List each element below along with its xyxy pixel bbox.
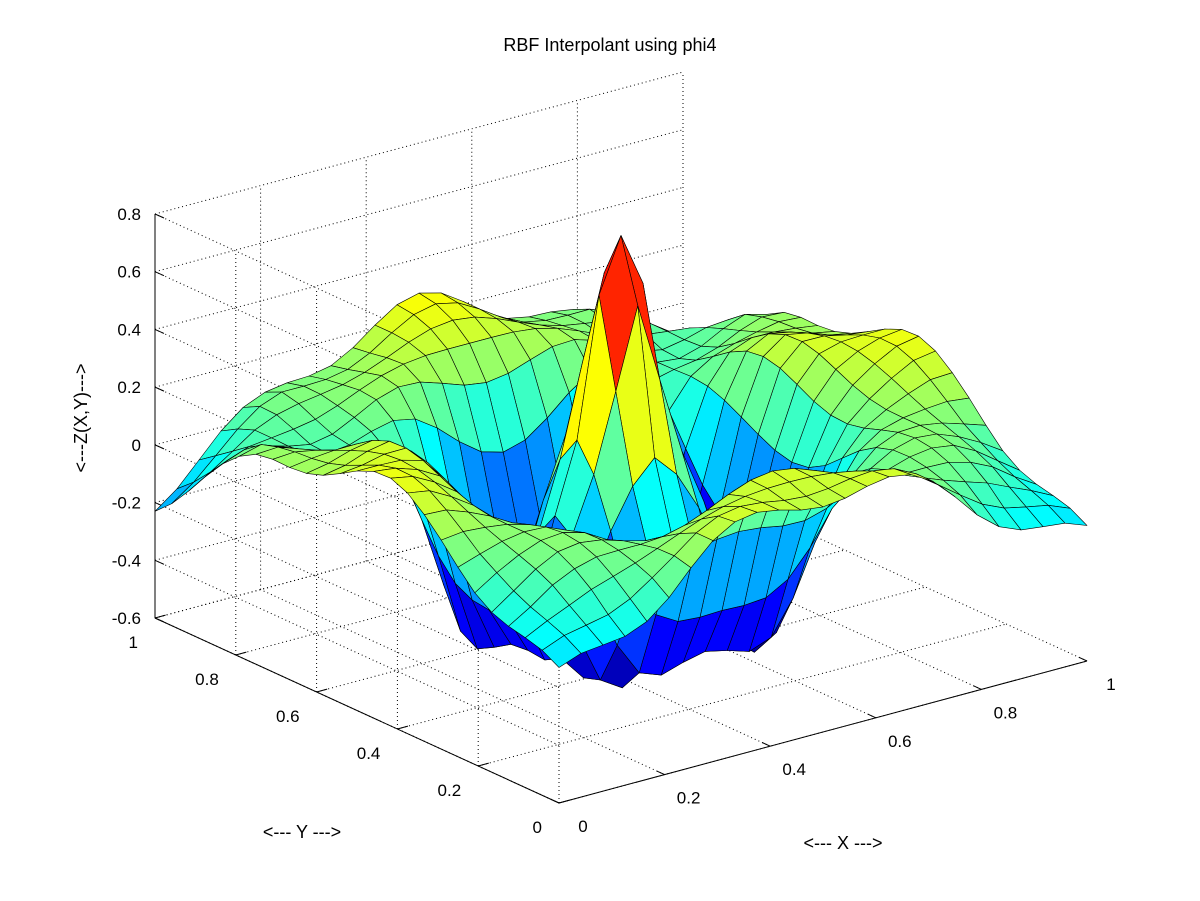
x-tick-label: 0 — [578, 817, 587, 836]
z-tick-mark — [154, 213, 165, 219]
y-axis-line — [154, 617, 560, 804]
tick-labels: 0 0.2 0.4 0.6 0.8 1 0 0.2 0.4 0.6 0.8 1 -0.6 -0.4 -0.2… — [112, 205, 1116, 837]
x-tick-mark — [1078, 656, 1088, 662]
z-tick-label: -0.6 — [112, 609, 141, 628]
z-axis-label: <---Z(X,Y)---> — [71, 364, 91, 473]
z-tick-mark — [154, 386, 165, 392]
x-tick-mark — [761, 742, 771, 747]
x-tick-label: 0.4 — [782, 760, 806, 779]
chart-title: RBF Interpolant using phi4 — [503, 35, 716, 55]
x-tick-label: 0.6 — [888, 732, 912, 751]
grid-line-z-back — [154, 71, 684, 215]
grid-line-z-back — [154, 129, 684, 273]
z-tick-mark — [154, 617, 165, 623]
surface — [154, 235, 1088, 689]
axes — [154, 213, 1088, 804]
x-tick-mark — [867, 713, 877, 719]
x-axis-line — [558, 660, 1088, 804]
x-tick-label: 0.8 — [994, 703, 1018, 722]
y-tick-mark — [397, 725, 409, 730]
y-tick-label: 1 — [129, 633, 138, 652]
z-tick-label: -0.4 — [112, 551, 141, 570]
z-tick-mark — [154, 559, 165, 565]
y-tick-label: 0.4 — [357, 744, 381, 763]
z-tick-mark — [154, 271, 165, 277]
z-tick-label: 0.6 — [117, 263, 141, 282]
y-tick-label: 0.2 — [438, 781, 462, 800]
x-tick-label: 0.2 — [677, 789, 701, 808]
x-tick-mark — [656, 770, 665, 776]
z-tick-label: -0.2 — [112, 494, 141, 513]
y-tick-label: 0.8 — [195, 670, 219, 689]
z-tick-label: 0.4 — [117, 320, 141, 339]
y-tick-mark — [478, 762, 489, 767]
z-tick-label: 0 — [132, 436, 141, 455]
z-tick-mark — [154, 328, 165, 334]
y-tick-mark — [558, 799, 570, 804]
z-tick-label: 0.2 — [117, 378, 141, 397]
surface-patch — [154, 481, 195, 512]
x-tick-mark — [973, 685, 982, 690]
z-tick-mark — [154, 444, 165, 450]
y-tick-mark — [154, 614, 166, 619]
surface-patch — [541, 635, 582, 668]
y-tick-mark — [316, 688, 328, 693]
y-tick-label: 0.6 — [276, 707, 300, 726]
y-tick-mark — [235, 651, 247, 656]
y-tick-label: 0 — [533, 818, 542, 837]
x-tick-label: 1 — [1106, 675, 1115, 694]
x-tick-mark — [550, 798, 560, 804]
y-axis-label: <--- Y ---> — [263, 822, 341, 842]
x-axis-label: <--- X ---> — [804, 833, 883, 853]
z-tick-label: 0.8 — [117, 205, 141, 224]
